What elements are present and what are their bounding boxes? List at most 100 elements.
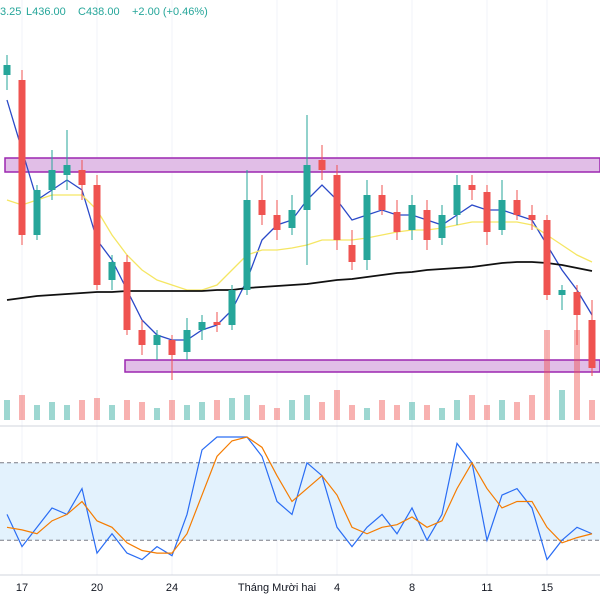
- volume-bar: [139, 402, 145, 420]
- candle-body: [438, 215, 446, 238]
- zone: [124, 359, 600, 373]
- candle-body: [543, 220, 551, 295]
- candle-body: [93, 185, 101, 285]
- volume-bar: [49, 402, 55, 420]
- volume-bar: [499, 400, 505, 420]
- volume-bar: [349, 405, 355, 420]
- candle-body: [198, 322, 206, 330]
- candle-body: [573, 292, 581, 315]
- x-tick-label: Tháng Mười hai: [238, 582, 316, 594]
- volume-bar: [589, 400, 595, 420]
- zone: [4, 157, 600, 173]
- volume-bar: [169, 400, 175, 420]
- candle-body: [243, 200, 251, 290]
- candle-body: [558, 290, 566, 295]
- header-close: C438.00: [78, 6, 120, 18]
- candle-body: [288, 210, 296, 228]
- candle-body: [153, 335, 161, 345]
- moving-average: [6, 194, 593, 291]
- candle-body: [303, 165, 311, 210]
- candle-body: [138, 330, 146, 345]
- oscillator-line: [6, 436, 593, 554]
- volume-bar: [364, 408, 370, 420]
- candle-body: [348, 245, 356, 262]
- volume-bar: [469, 395, 475, 420]
- volume-bar: [64, 405, 70, 420]
- candle-body: [588, 320, 596, 368]
- volume-bar: [319, 402, 325, 420]
- candle-body: [513, 200, 521, 215]
- volume-bar: [334, 390, 340, 420]
- candle-body: [393, 212, 401, 232]
- oscillator-line: [6, 436, 593, 561]
- volume-bar: [229, 398, 235, 420]
- oscillator-band: [0, 462, 600, 541]
- volume-bar: [79, 400, 85, 420]
- volume-bar: [529, 395, 535, 420]
- volume-bar: [289, 400, 295, 420]
- volume-bar: [259, 405, 265, 420]
- volume-bar: [34, 405, 40, 420]
- volume-bar: [19, 395, 25, 420]
- volume-bar: [154, 408, 160, 420]
- volume-bar: [454, 400, 460, 420]
- candle-body: [168, 340, 176, 355]
- volume-bar: [409, 402, 415, 420]
- candle-body: [33, 190, 41, 235]
- candle-body: [183, 330, 191, 352]
- candle-body: [528, 215, 536, 220]
- volume-bar: [514, 402, 520, 420]
- volume-bar: [574, 330, 580, 420]
- volume-bar: [199, 402, 205, 420]
- volume-bar: [94, 398, 100, 420]
- candle-body: [318, 160, 326, 170]
- volume-bar: [214, 400, 220, 420]
- candle-body: [123, 262, 131, 330]
- candle-body: [3, 65, 11, 75]
- candle-body: [258, 200, 266, 215]
- candle-body: [213, 322, 221, 325]
- volume-bar: [304, 395, 310, 420]
- volume-bar: [424, 405, 430, 420]
- volume-bar: [439, 408, 445, 420]
- candle-body: [48, 170, 56, 190]
- header-high: 3.25: [0, 6, 21, 18]
- volume-bar: [274, 408, 280, 420]
- x-tick-label: 24: [166, 582, 178, 594]
- candle-body: [453, 185, 461, 215]
- x-tick-label: 20: [91, 582, 103, 594]
- candle-body: [63, 165, 71, 175]
- volume-bar: [184, 405, 190, 420]
- volume-bar: [4, 400, 10, 420]
- candle-body: [408, 205, 416, 230]
- x-tick-label: 15: [541, 582, 553, 594]
- volume-bar: [244, 395, 250, 420]
- volume-bar: [559, 390, 565, 420]
- candle-body: [333, 175, 341, 240]
- candle-body: [498, 200, 506, 230]
- candle-body: [378, 195, 386, 210]
- x-tick-label: 17: [16, 582, 28, 594]
- x-tick-label: 8: [409, 582, 415, 594]
- volume-bar: [544, 330, 550, 420]
- volume-bar: [379, 400, 385, 420]
- moving-average: [6, 99, 593, 341]
- moving-average: [6, 261, 593, 301]
- x-tick-label: 11: [481, 582, 492, 594]
- x-tick-label: 4: [334, 582, 340, 594]
- candle-body: [423, 210, 431, 240]
- candle-body: [78, 170, 86, 185]
- candle-body: [108, 262, 116, 280]
- volume-bar: [484, 405, 490, 420]
- candle-body: [273, 215, 281, 230]
- header-change: +2.00 (+0.46%): [132, 6, 208, 18]
- candle-body: [483, 192, 491, 232]
- candle-body: [468, 185, 476, 190]
- volume-bar: [109, 405, 115, 420]
- volume-bar: [124, 400, 130, 420]
- header-low: L436.00: [26, 6, 66, 18]
- candle-body: [228, 290, 236, 325]
- candle-body: [18, 80, 26, 235]
- candle-body: [363, 195, 371, 260]
